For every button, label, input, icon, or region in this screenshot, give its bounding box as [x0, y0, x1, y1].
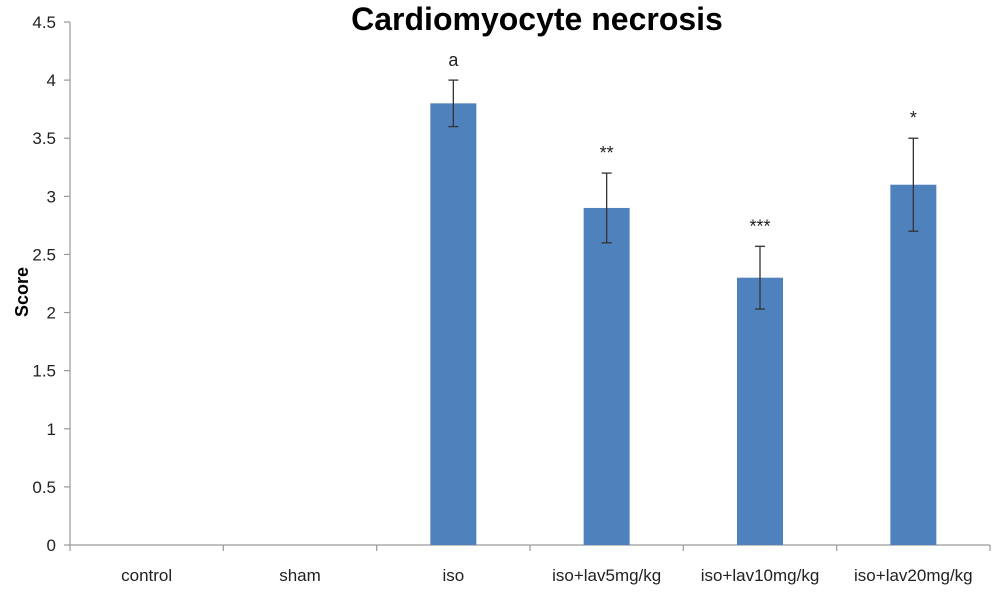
y-tick-label: 4 — [47, 71, 56, 90]
bar — [583, 207, 630, 545]
x-tick-label: sham — [279, 566, 321, 585]
annotations: a****** — [448, 50, 917, 236]
y-tick-label: 1.5 — [32, 362, 56, 381]
y-tick-label: 4.5 — [32, 13, 56, 32]
y-ticks: 0 0.5 1 1.5 2 2.5 3 3.5 4 4.5 — [32, 13, 70, 555]
y-tick-label: 0.5 — [32, 478, 56, 497]
y-tick-label: 2 — [47, 304, 56, 323]
y-axis-label: Score — [12, 267, 32, 317]
significance-label: ** — [600, 143, 614, 163]
x-tick-label: iso+lav5mg/kg — [552, 566, 661, 585]
bar — [430, 103, 477, 545]
y-tick-label: 3.5 — [32, 129, 56, 148]
y-tick-label: 1 — [47, 420, 56, 439]
error-bars — [448, 79, 919, 310]
significance-label: a — [448, 50, 459, 70]
bar — [890, 184, 937, 545]
bars — [430, 103, 937, 545]
significance-label: * — [910, 108, 917, 128]
y-tick-label: 2.5 — [32, 245, 56, 264]
y-tick-label: 3 — [47, 187, 56, 206]
y-tick-label: 0 — [47, 536, 56, 555]
significance-label: *** — [749, 216, 770, 236]
x-tick-label: control — [121, 566, 172, 585]
x-tick-label: iso+lav10mg/kg — [701, 566, 820, 585]
x-tick-label: iso+lav20mg/kg — [854, 566, 973, 585]
x-tick-label: iso — [442, 566, 464, 585]
bar — [737, 277, 783, 545]
x-ticks: control sham iso iso+lav5mg/kg iso+lav10mg/k… — [69, 545, 991, 585]
chart-title: Cardiomyocyte necrosis — [351, 1, 723, 37]
